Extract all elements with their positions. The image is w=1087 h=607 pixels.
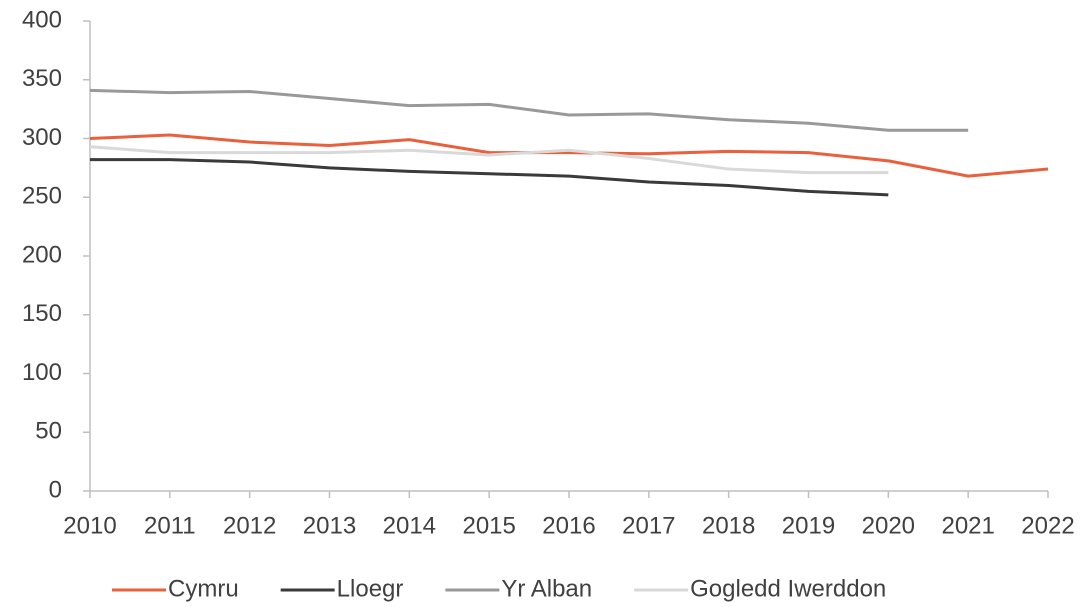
y-tick-label: 100 <box>22 359 62 386</box>
line-series <box>89 133 1049 178</box>
x-tick-label: 2013 <box>303 512 356 539</box>
y-tick-label: 200 <box>22 241 62 268</box>
x-tick-label: 2022 <box>1021 512 1074 539</box>
line-series <box>90 158 889 197</box>
line-series <box>89 145 889 175</box>
line-series <box>89 88 969 132</box>
x-tick-label: 2014 <box>383 512 436 539</box>
legend-label: Gogledd Iwerddon <box>690 575 886 602</box>
x-tick-label: 2021 <box>941 512 994 539</box>
x-tick-label: 2016 <box>542 512 595 539</box>
y-tick-label: 0 <box>49 476 62 503</box>
legend-label: Lloegr <box>337 575 404 602</box>
y-tick-label: 150 <box>22 300 62 327</box>
x-tick-label: 2020 <box>862 512 915 539</box>
x-tick-label: 2011 <box>144 512 196 539</box>
y-tick-label: 300 <box>22 124 62 151</box>
x-tick-label: 2015 <box>462 512 515 539</box>
y-tick-label: 400 <box>22 6 62 33</box>
legend-label: Yr Alban <box>501 575 592 602</box>
y-tick-label: 250 <box>22 183 62 210</box>
x-tick-label: 2010 <box>63 512 116 539</box>
legend-label: Cymru <box>168 575 239 602</box>
x-tick-label: 2019 <box>782 512 835 539</box>
x-tick-label: 2017 <box>622 512 675 539</box>
x-tick-label: 2018 <box>702 512 755 539</box>
x-tick-label: 2012 <box>223 512 276 539</box>
y-tick-label: 350 <box>22 65 62 92</box>
y-tick-label: 50 <box>35 418 62 445</box>
